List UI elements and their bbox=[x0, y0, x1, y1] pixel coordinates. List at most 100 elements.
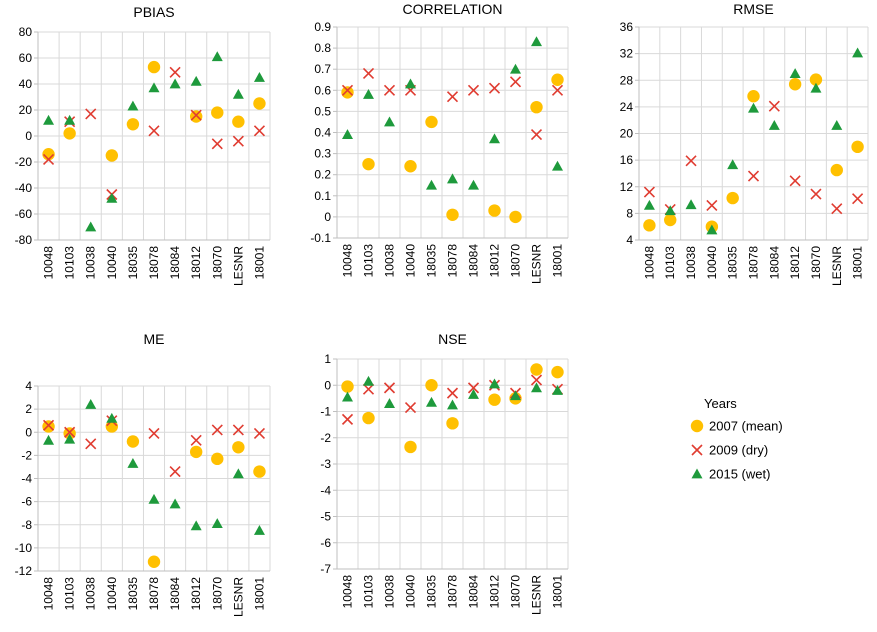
chart-title: CORRELATION bbox=[402, 1, 502, 17]
x-tick-label: 18070 bbox=[210, 246, 224, 280]
point-2007 bbox=[551, 365, 564, 379]
y-tick-label: -12 bbox=[15, 564, 33, 578]
point-2009 bbox=[362, 383, 375, 395]
point-2015 bbox=[468, 388, 479, 399]
y-tick-label: 0 bbox=[324, 210, 331, 224]
point-2009 bbox=[341, 84, 354, 96]
point-2009 bbox=[253, 125, 266, 137]
point-2015 bbox=[447, 399, 458, 410]
point-2015 bbox=[727, 159, 739, 170]
point-2015 bbox=[531, 382, 542, 393]
point-2009 bbox=[530, 129, 543, 141]
point-2007 bbox=[809, 73, 823, 86]
x-tick-label: 10048 bbox=[341, 244, 355, 278]
point-2009 bbox=[232, 135, 244, 147]
x-tick-label: 10040 bbox=[404, 575, 418, 609]
point-2009 bbox=[341, 413, 354, 425]
x-tick-label: 18084 bbox=[467, 244, 481, 278]
x-tick-label: 10040 bbox=[105, 577, 119, 611]
x-tick-label: 18001 bbox=[252, 577, 266, 611]
point-2009 bbox=[85, 438, 97, 450]
x-tick-label: 18078 bbox=[147, 577, 161, 611]
y-tick-label: 0.9 bbox=[314, 20, 331, 34]
legend-marker-circle bbox=[690, 419, 704, 433]
x-tick-label: 18070 bbox=[210, 577, 224, 611]
point-2009 bbox=[685, 155, 697, 167]
point-2015 bbox=[148, 82, 160, 93]
point-2009 bbox=[768, 100, 780, 112]
point-2007 bbox=[126, 435, 140, 448]
point-2009 bbox=[488, 82, 501, 94]
y-tick-label: 0.3 bbox=[314, 147, 331, 161]
point-2015 bbox=[106, 412, 118, 423]
point-2007 bbox=[253, 97, 266, 110]
chart-title: NSE bbox=[438, 331, 467, 347]
point-2015 bbox=[552, 385, 563, 395]
y-tick-label: 0.8 bbox=[314, 41, 331, 55]
point-2007 bbox=[509, 210, 522, 224]
x-tick-label: 10103 bbox=[362, 575, 376, 609]
point-2007 bbox=[105, 149, 119, 162]
point-2015 bbox=[468, 179, 479, 190]
x-tick-label: 10038 bbox=[684, 246, 698, 280]
point-2007 bbox=[551, 73, 564, 86]
y-tick-label: 12 bbox=[620, 180, 634, 194]
x-tick-label: LESNR bbox=[231, 577, 245, 617]
legend-marker-triangle bbox=[691, 468, 703, 479]
point-2015 bbox=[748, 102, 759, 113]
point-2015 bbox=[384, 116, 395, 127]
x-tick-label: 10103 bbox=[663, 246, 677, 280]
y-tick-label: 0 bbox=[25, 129, 32, 143]
point-2009 bbox=[551, 84, 564, 96]
x-tick-label: 18035 bbox=[126, 246, 140, 280]
point-2015 bbox=[831, 120, 843, 130]
y-tick-label: 28 bbox=[620, 73, 634, 87]
point-2015 bbox=[211, 518, 223, 528]
x-tick-label: 10048 bbox=[42, 246, 56, 280]
point-2015 bbox=[789, 68, 801, 78]
y-tick-label: -8 bbox=[21, 518, 32, 532]
point-2009 bbox=[211, 424, 223, 436]
point-2015 bbox=[127, 457, 139, 468]
point-2015 bbox=[253, 525, 265, 535]
x-tick-label: 10048 bbox=[42, 577, 56, 611]
point-2007 bbox=[42, 420, 55, 433]
x-tick-label: 18001 bbox=[252, 246, 266, 280]
point-2007 bbox=[63, 427, 76, 440]
point-2007 bbox=[147, 60, 161, 74]
point-2015 bbox=[85, 221, 97, 232]
x-tick-label: 10038 bbox=[383, 575, 397, 609]
point-2009 bbox=[831, 203, 843, 215]
x-tick-label: 10103 bbox=[63, 246, 77, 280]
point-2009 bbox=[446, 387, 459, 399]
y-tick-label: 0.6 bbox=[314, 83, 331, 97]
y-tick-label: 20 bbox=[620, 127, 634, 141]
x-tick-label: 18070 bbox=[809, 246, 823, 280]
point-2015 bbox=[405, 78, 416, 89]
legend-label: 2009 (dry) bbox=[709, 443, 768, 458]
point-2015 bbox=[489, 133, 500, 144]
chart-correlation: CORRELATION -0.1 0 0.1 0.2 0.3 0.4 0.5 0.6 0.7 0.8… bbox=[310, 1, 569, 284]
point-2009 bbox=[85, 108, 97, 120]
y-tick-label: 0.7 bbox=[314, 62, 331, 76]
point-2009 bbox=[789, 175, 801, 187]
point-2015 bbox=[489, 378, 500, 389]
point-2007 bbox=[425, 115, 438, 129]
chart-rmse: RMSE 4 8 12 16 20 24 28 32 36 10048 10103 10038 10040… bbox=[620, 1, 869, 286]
point-2007 bbox=[488, 204, 501, 217]
x-tick-label: 18078 bbox=[747, 246, 761, 280]
point-2007 bbox=[530, 100, 543, 114]
x-tick-label: 18035 bbox=[726, 246, 740, 280]
point-2009 bbox=[383, 84, 396, 96]
point-2015 bbox=[342, 391, 353, 402]
point-2015 bbox=[510, 63, 521, 74]
point-2007 bbox=[211, 106, 224, 119]
point-2009 bbox=[190, 109, 202, 121]
point-2015 bbox=[510, 390, 521, 401]
y-tick-label: 8 bbox=[626, 206, 633, 220]
x-tick-label: 10103 bbox=[362, 244, 376, 278]
y-tick-label: 24 bbox=[620, 100, 634, 114]
point-2009 bbox=[643, 186, 655, 198]
point-2009 bbox=[232, 424, 244, 436]
point-2015 bbox=[342, 129, 353, 140]
